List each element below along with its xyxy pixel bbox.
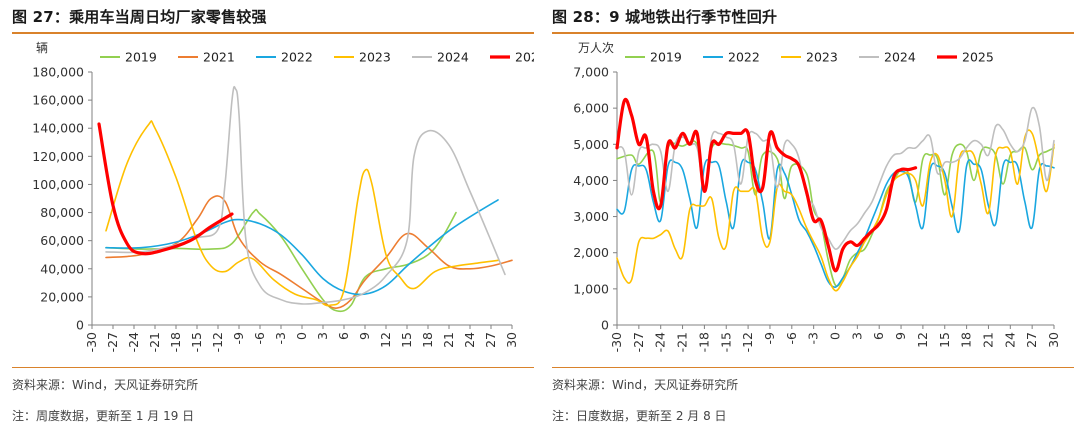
series-line-2023 [616, 129, 1055, 292]
x-tick-label: -21 [147, 332, 162, 352]
figure-title: 图 28：9 城地铁出行季节性回升 [552, 8, 778, 26]
legend-label-2023: 2023 [359, 50, 391, 65]
series-line-2023 [105, 120, 499, 307]
footnote: 注：周度数据，更新至 1 月 19 日 [12, 409, 195, 423]
y-tick-label: 5,000 [573, 137, 609, 152]
x-tick-label: 24 [1002, 332, 1017, 348]
y-tick-label: 120,000 [32, 149, 84, 164]
y-tick-label: 180,000 [32, 65, 84, 80]
y-tick-label: 60,000 [40, 233, 84, 248]
x-tick-label: -6 [784, 332, 799, 345]
x-tick-label: 0 [828, 332, 843, 340]
series-line-2025 [97, 122, 234, 256]
series-line-2024 [105, 85, 506, 305]
x-tick-label: -24 [126, 332, 141, 352]
y-tick-label: 6,000 [573, 101, 609, 116]
footnote: 注：日度数据，更新至 2 月 8 日 [552, 409, 727, 423]
legend-label-2022: 2022 [281, 50, 313, 65]
y-tick-label: 20,000 [40, 289, 84, 304]
x-tick-label: 12 [915, 332, 930, 348]
x-tick-label: 3 [849, 332, 864, 340]
series-line-2022 [616, 158, 1055, 289]
x-tick-label: -18 [696, 332, 711, 352]
x-tick-label: -21 [675, 332, 690, 352]
legend-label-2022: 2022 [728, 50, 760, 65]
x-tick-label: 18 [420, 332, 435, 348]
subway-ridership-chart: 万人次 0 1,000 2,000 3,000 4,000 5,000 6,000 7,000 -… [573, 41, 1061, 352]
series-line-2024 [616, 106, 1055, 250]
series-line-2025 [615, 97, 918, 273]
source-note: 资料来源：Wind，天风证券研究所 [552, 378, 739, 392]
x-tick-label: 0 [294, 332, 309, 340]
y-tick-label: 1,000 [573, 281, 609, 296]
x-tick-label: 21 [441, 332, 456, 348]
x-tick-label: 30 [1046, 332, 1061, 348]
legend-label-2019: 2019 [650, 50, 682, 65]
x-tick-label: -30 [609, 332, 624, 352]
y-tick-label: 0 [601, 318, 609, 333]
x-tick-label: 12 [378, 332, 393, 348]
x-tick-label: -3 [273, 332, 288, 344]
x-tick-label: 15 [399, 332, 414, 348]
source-note: 资料来源：Wind，天风证券研究所 [12, 378, 199, 392]
x-tick-label: 9 [893, 332, 908, 340]
legend-label-2024: 2024 [884, 50, 916, 65]
x-tick-label: -15 [189, 332, 204, 352]
figure-title: 图 27：乘用车当周日均厂家零售较强 [12, 8, 267, 26]
x-tick-label: -27 [631, 332, 646, 352]
y-tick-label: 2,000 [573, 245, 609, 260]
chart-panel-left: 图 27：乘用车当周日均厂家零售较强 辆 0 20,000 40,000 60,000 8… [12, 0, 534, 428]
title-divider [12, 32, 534, 34]
x-tick-label: -30 [84, 332, 99, 352]
x-tick-label: 18 [959, 332, 974, 348]
x-tick-label: -12 [210, 332, 225, 352]
x-tick-label: -12 [740, 332, 755, 352]
series-line-2021 [105, 195, 513, 309]
legend-label-2021: 2021 [203, 50, 235, 65]
y-tick-label: 140,000 [32, 121, 84, 136]
y-tick-label: 0 [76, 318, 84, 333]
legend-label-2025: 2025 [962, 50, 994, 65]
y-tick-label: 40,000 [40, 261, 84, 276]
y-tick-label: 160,000 [32, 93, 84, 108]
chart-panel-right: 图 28：9 城地铁出行季节性回升 万人次 0 1,000 2,000 3,000 4,0… [552, 0, 1074, 428]
footer-divider [12, 367, 534, 368]
x-tick-label: 24 [462, 332, 477, 348]
legend-label-2023: 2023 [806, 50, 838, 65]
x-tick-label: 30 [504, 332, 519, 348]
x-tick-label: 6 [336, 332, 351, 340]
x-tick-label: 27 [1024, 332, 1039, 348]
legend-label-2019: 2019 [125, 50, 157, 65]
y-unit-label: 辆 [36, 41, 48, 55]
x-tick-label: 27 [483, 332, 498, 348]
x-tick-label: -18 [168, 332, 183, 352]
x-tick-label: -15 [718, 332, 733, 352]
x-tick-label: -9 [762, 332, 777, 345]
x-tick-label: -9 [231, 332, 246, 345]
y-unit-label: 万人次 [578, 41, 614, 55]
y-tick-label: 80,000 [40, 205, 84, 220]
x-tick-label: 9 [357, 332, 372, 340]
passenger-car-retail-chart: 辆 0 20,000 40,000 60,000 80,000 100,000 120,000… [32, 41, 534, 352]
legend-label-2025: 2025 [515, 50, 534, 65]
x-tick-label: -6 [252, 332, 267, 345]
x-tick-label: 6 [871, 332, 886, 340]
series-line-2019 [105, 208, 457, 313]
footer-divider [552, 367, 1074, 368]
y-tick-label: 7,000 [573, 65, 609, 80]
x-tick-label: -24 [653, 332, 668, 352]
title-divider [552, 32, 1074, 34]
y-tick-label: 3,000 [573, 209, 609, 224]
x-tick-label: -3 [806, 332, 821, 344]
x-tick-label: 15 [937, 332, 952, 348]
x-tick-label: 21 [980, 332, 995, 348]
x-tick-label: 3 [315, 332, 330, 340]
legend-label-2024: 2024 [437, 50, 469, 65]
x-tick-label: -27 [105, 332, 120, 352]
y-tick-label: 4,000 [573, 173, 609, 188]
y-tick-label: 100,000 [32, 177, 84, 192]
